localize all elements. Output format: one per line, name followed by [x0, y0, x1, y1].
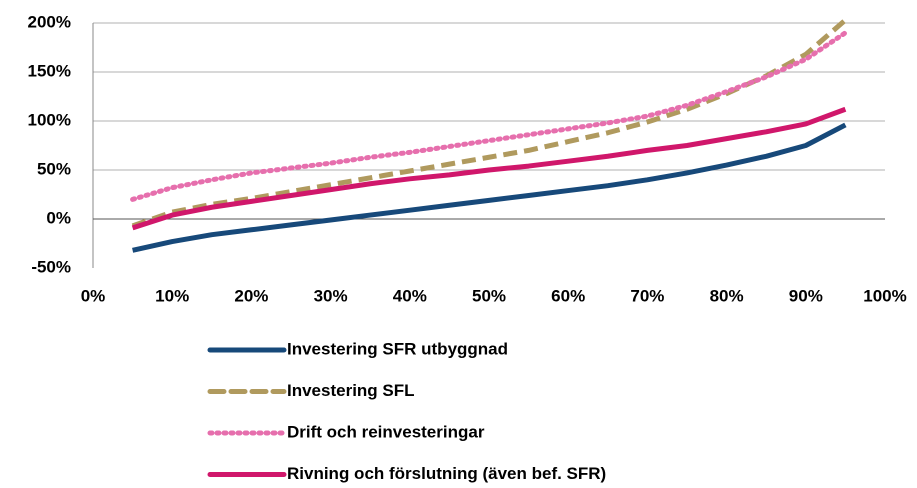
line: [130, 30, 848, 202]
y-tick-label: -50%: [31, 257, 71, 276]
legend-label: Rivning och förslutning (även bef. SFR): [287, 464, 606, 483]
legend-label: Investering SFL: [287, 381, 415, 400]
x-tick-label: 0%: [81, 286, 106, 305]
line: [132, 122, 847, 253]
line: [131, 106, 847, 231]
x-tick-label: 30%: [314, 286, 348, 305]
x-tick-label: 70%: [630, 286, 664, 305]
x-tick-label: 60%: [551, 286, 585, 305]
y-tick-label: 150%: [28, 61, 71, 80]
x-tick-label: 90%: [789, 286, 823, 305]
x-tick-label: 50%: [472, 286, 506, 305]
x-tick-label: 10%: [155, 286, 189, 305]
x-tick-label: 40%: [393, 286, 427, 305]
x-tick-label: 20%: [234, 286, 268, 305]
line: [131, 18, 848, 229]
y-tick-label: 0%: [46, 208, 71, 227]
x-tick-label: 100%: [863, 286, 906, 305]
y-tick-label: 100%: [28, 110, 71, 129]
x-tick-label: 80%: [710, 286, 744, 305]
legend-label: Investering SFR utbyggnad: [287, 339, 508, 358]
y-tick-label: 200%: [28, 12, 71, 31]
y-tick-label: 50%: [37, 159, 71, 178]
legend-label: Drift och reinvesteringar: [287, 422, 485, 441]
